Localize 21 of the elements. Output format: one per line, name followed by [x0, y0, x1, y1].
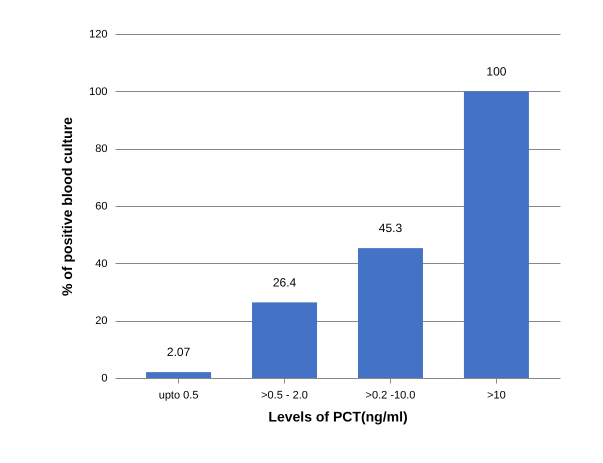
y-tick-label: 80 [95, 143, 108, 156]
bar [252, 302, 318, 378]
x-tick-label: upto 0.5 [158, 390, 198, 402]
bar [464, 91, 529, 378]
y-tick-label: 120 [89, 28, 108, 40]
y-tick-label: 60 [95, 200, 108, 212]
x-tick-label: >0.2 -10.0 [366, 390, 416, 402]
x-tick-label: >10 [487, 390, 506, 402]
bar [146, 372, 212, 378]
data-label: 45.3 [378, 221, 402, 236]
data-label: 26.4 [272, 275, 297, 290]
y-tick-label: 100 [89, 86, 108, 98]
x-tick-label: >0.5 - 2.0 [261, 390, 308, 402]
data-label: 100 [486, 64, 507, 78]
y-tick-label: 20 [95, 315, 108, 328]
bar [358, 248, 423, 378]
x-axis-title: Levels of PCT(ng/ml) [268, 408, 408, 424]
y-tick-label: 0 [101, 372, 108, 384]
y-axis-title: % of positive blood culture [59, 116, 76, 296]
y-tick-label: 40 [95, 258, 108, 270]
data-label: 2.07 [166, 345, 191, 360]
